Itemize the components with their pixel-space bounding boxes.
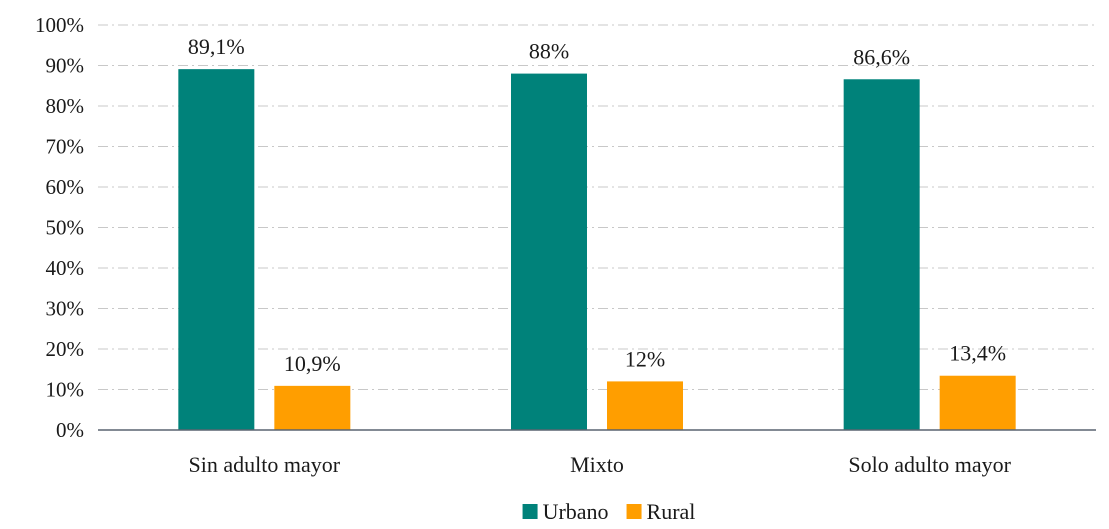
y-tick-label: 70% — [46, 135, 85, 159]
x-axis-ticks: Sin adulto mayor Mixto Solo adulto mayor — [189, 452, 1012, 477]
legend: Urbano Rural — [522, 499, 696, 524]
y-tick-label: 80% — [46, 94, 85, 118]
data-label: 88% — [529, 39, 569, 64]
y-tick-label: 90% — [46, 54, 85, 78]
gridlines — [98, 24, 1096, 390]
bar-rural — [939, 375, 1016, 430]
x-tick-label: Mixto — [570, 452, 624, 477]
x-tick-label: Solo adulto mayor — [848, 452, 1011, 477]
y-tick-label: 60% — [46, 175, 85, 199]
x-tick-label: Sin adulto mayor — [189, 452, 341, 477]
y-tick-label: 40% — [46, 256, 85, 280]
data-label: 86,6% — [853, 44, 910, 69]
bar-urbano — [843, 79, 920, 431]
data-label: 10,9% — [284, 351, 341, 376]
y-tick-label: 50% — [46, 216, 85, 240]
data-label: 13,4% — [949, 341, 1006, 366]
bar-rural — [607, 381, 683, 430]
data-label: 89,1% — [188, 34, 245, 59]
y-tick-label: 10% — [46, 378, 85, 402]
legend-swatch-rural — [626, 504, 642, 519]
legend-label-rural: Rural — [647, 499, 696, 524]
y-tick-label: 20% — [46, 337, 85, 361]
bars — [178, 69, 1016, 431]
data-label: 12% — [625, 346, 665, 371]
y-tick-label: 0% — [56, 418, 84, 442]
data-labels: 89,1% 10,9% 88% 12% 86,6% 13,4% — [188, 34, 1006, 376]
bar-rural — [274, 385, 351, 430]
bar-urbano — [178, 69, 255, 431]
bar-urbano — [511, 73, 587, 430]
y-tick-label: 30% — [46, 297, 85, 321]
y-axis-ticks: 0% 10% 20% 30% 40% 50% 60% 70% 80% 90% 100% — [35, 13, 84, 442]
legend-label-urbano: Urbano — [543, 499, 609, 524]
y-tick-label: 100% — [35, 13, 84, 37]
legend-swatch-urbano — [522, 504, 538, 519]
